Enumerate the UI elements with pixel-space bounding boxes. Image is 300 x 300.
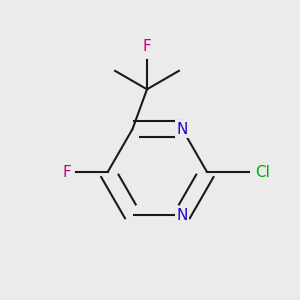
Text: N: N <box>176 122 188 136</box>
Text: F: F <box>62 165 71 180</box>
Text: F: F <box>142 39 152 54</box>
Text: Cl: Cl <box>255 165 270 180</box>
Text: N: N <box>176 208 188 223</box>
